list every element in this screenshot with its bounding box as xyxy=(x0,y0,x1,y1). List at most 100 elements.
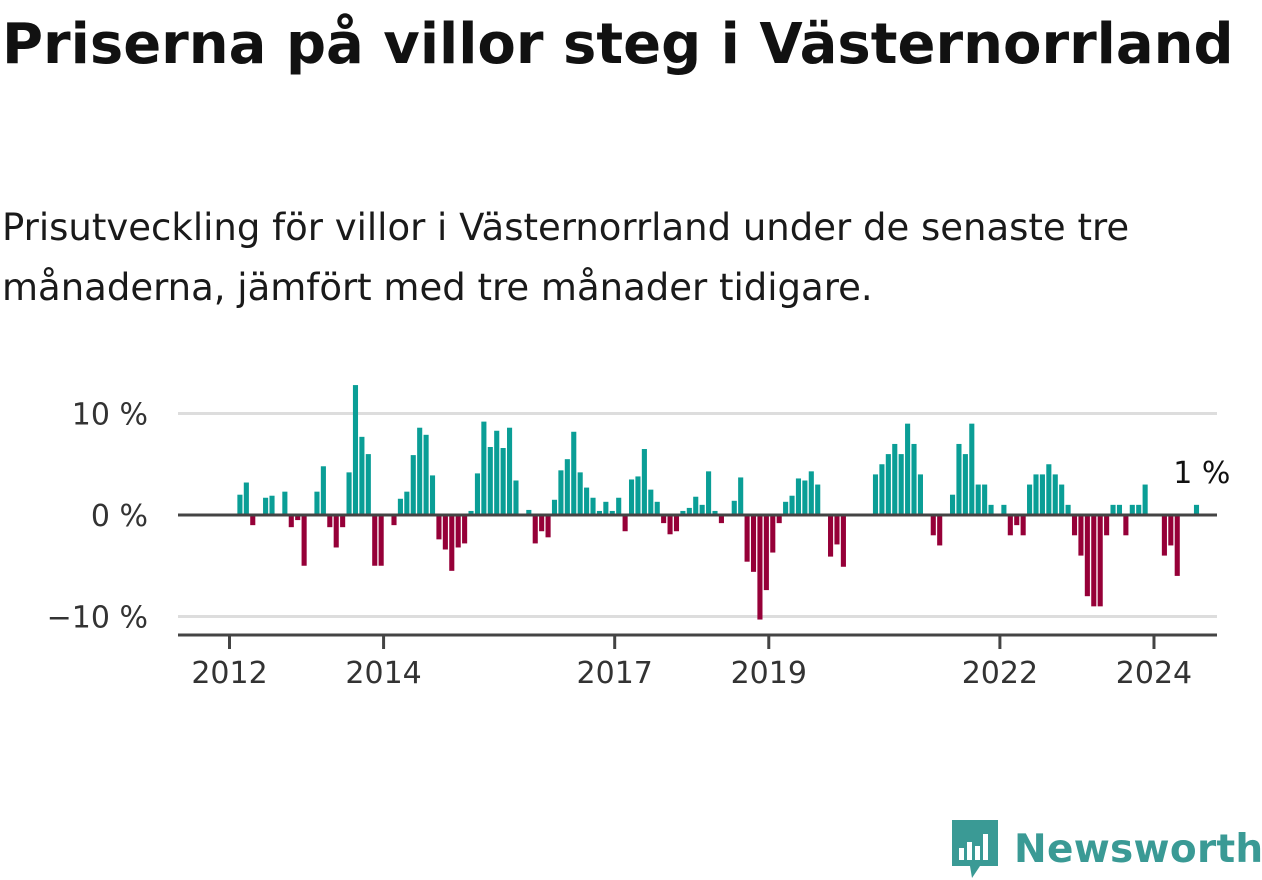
bar xyxy=(706,471,712,515)
bar xyxy=(982,484,988,515)
bar xyxy=(577,472,583,515)
bar xyxy=(609,510,615,515)
bar xyxy=(1097,515,1103,607)
bar xyxy=(840,515,846,567)
bar xyxy=(930,515,936,536)
bar xyxy=(1104,515,1110,536)
bar xyxy=(635,476,641,515)
bar xyxy=(1001,504,1007,515)
bar xyxy=(340,515,346,528)
bar xyxy=(956,443,962,515)
bar xyxy=(879,464,885,515)
y-tick-label: −10 % xyxy=(47,601,148,636)
bar xyxy=(455,515,461,548)
bar xyxy=(1142,484,1148,515)
bar xyxy=(282,491,288,515)
bar xyxy=(545,515,551,538)
bar xyxy=(539,515,545,532)
bar xyxy=(346,472,352,515)
bar xyxy=(1027,484,1033,515)
bar xyxy=(462,515,468,544)
bar xyxy=(263,497,269,515)
bar xyxy=(1059,484,1065,515)
bar xyxy=(352,385,359,515)
bar xyxy=(905,423,911,515)
bar xyxy=(770,515,776,553)
bar xyxy=(718,515,724,524)
y-tick-label: 0 % xyxy=(91,499,148,534)
bar xyxy=(654,501,660,516)
bar xyxy=(898,454,904,515)
brand-logo: Newsworthy xyxy=(950,818,1262,880)
bar xyxy=(372,515,378,566)
bar xyxy=(673,515,680,532)
bar xyxy=(481,421,487,515)
bar xyxy=(449,515,455,571)
bar xyxy=(1084,515,1090,597)
bar xyxy=(628,479,635,515)
bar xyxy=(763,515,769,591)
bar xyxy=(892,443,898,515)
bar xyxy=(738,477,744,515)
bar xyxy=(1014,515,1020,526)
bar xyxy=(359,436,365,515)
bar xyxy=(988,504,994,515)
bar xyxy=(731,500,737,515)
bar xyxy=(474,473,481,515)
bar xyxy=(237,494,243,515)
bar xyxy=(1091,515,1097,607)
bar xyxy=(834,515,840,545)
newsworthy-logo-icon xyxy=(952,820,998,878)
bar xyxy=(949,494,956,515)
bar xyxy=(962,454,968,515)
bar xyxy=(783,501,789,516)
bar xyxy=(327,515,333,528)
grid-lines xyxy=(178,412,1217,618)
bar xyxy=(1046,464,1052,515)
bar xyxy=(1168,515,1174,546)
bar xyxy=(744,515,750,562)
bar xyxy=(410,455,416,515)
bar xyxy=(494,430,500,515)
bar xyxy=(468,510,474,515)
bar xyxy=(795,478,802,515)
tick-labels: 10 % 0 % −10 % 2012 2014 2017 2019 2022 2024 1 % xyxy=(47,398,1231,692)
bar xyxy=(885,454,891,515)
y-tick-label: 10 % xyxy=(72,398,148,433)
bar xyxy=(828,515,834,557)
bar xyxy=(872,474,879,515)
chart-subtitle: Prisutveckling för villor i Västernorrla… xyxy=(2,206,1130,309)
bar xyxy=(1129,504,1135,515)
bar xyxy=(757,515,763,620)
bar xyxy=(436,515,442,540)
bar xyxy=(301,515,307,566)
bar xyxy=(487,446,493,515)
bar xyxy=(1071,515,1078,536)
x-tick-label: 2019 xyxy=(731,656,807,691)
bar xyxy=(1136,504,1142,515)
bar xyxy=(802,480,808,515)
bar xyxy=(532,515,538,544)
bar xyxy=(423,434,429,515)
bar xyxy=(1065,504,1071,515)
bar xyxy=(937,515,943,546)
bar xyxy=(1174,515,1180,576)
bar xyxy=(917,474,923,515)
axes xyxy=(178,513,1217,649)
bar xyxy=(1020,515,1026,536)
bar xyxy=(969,423,975,515)
bar xyxy=(686,507,692,515)
x-tick-label: 2022 xyxy=(962,656,1038,691)
bar xyxy=(641,449,647,515)
bar xyxy=(661,515,667,524)
bar xyxy=(648,489,654,516)
bar xyxy=(808,471,814,515)
bar xyxy=(590,497,596,515)
bar xyxy=(789,495,795,516)
bar xyxy=(571,431,577,515)
bar xyxy=(1116,504,1123,515)
bar xyxy=(1039,474,1045,515)
bar xyxy=(1078,515,1084,556)
bar xyxy=(365,454,371,515)
bar xyxy=(750,515,757,572)
